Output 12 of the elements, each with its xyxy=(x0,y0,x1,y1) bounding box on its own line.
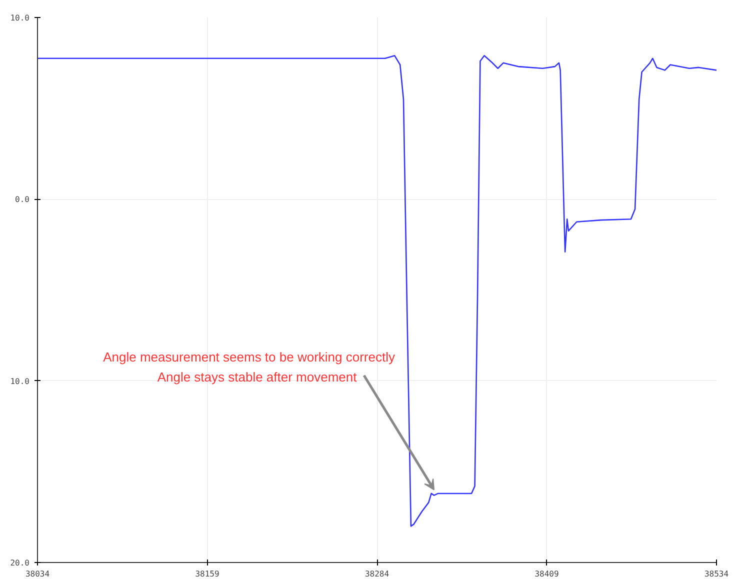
annotation: Angle stays stable after movement xyxy=(157,369,358,384)
x-tick-label: 38409 xyxy=(534,570,559,578)
annotation: Angle measurement seems to be working correctly xyxy=(103,349,396,364)
y-tick-label: 0.0 xyxy=(15,195,30,204)
x-tick-label: 38159 xyxy=(195,570,220,578)
x-tick-label: 38284 xyxy=(364,570,390,578)
line-series xyxy=(38,55,716,527)
x-tick-label: 38534 xyxy=(704,570,729,578)
y-tick-label: 20.0 xyxy=(10,558,30,568)
y-tick-label: 10.0 xyxy=(10,14,30,22)
x-tick-label: 38034 xyxy=(25,570,50,578)
y-tick-label: 10.0 xyxy=(10,376,30,386)
